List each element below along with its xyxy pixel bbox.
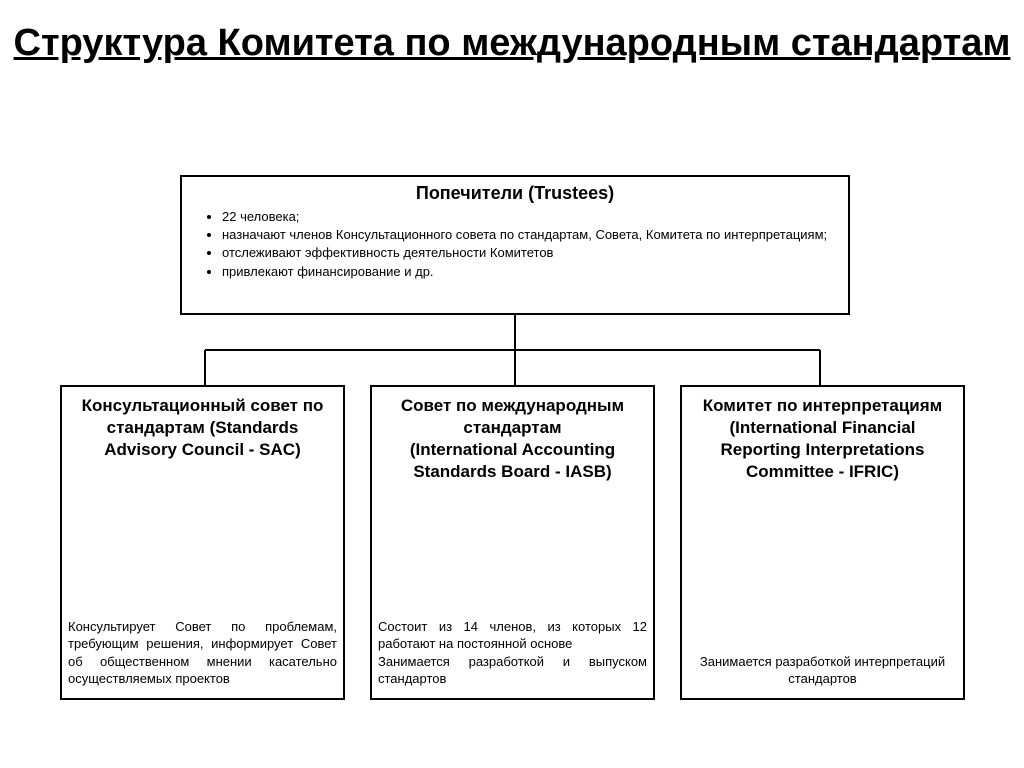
node-iasb-desc: Состоит из 14 членов, из которых 12 рабо… (378, 618, 647, 688)
node-iasb-title: Совет по международным стандартам(Intern… (382, 395, 643, 483)
org-chart-page: Структура Комитета по международным стан… (0, 0, 1024, 768)
node-trustees-bullets: 22 человека; назначают членов Консультац… (196, 208, 834, 281)
trustees-bullet: отслеживают эффективность деятельности К… (222, 244, 834, 262)
node-ifric-desc: Занимается разработкой интерпретаций ста… (688, 653, 957, 688)
node-trustees: Попечители (Trustees) 22 человека; назна… (180, 175, 850, 315)
node-ifric: Комитет по интерпретациям (International… (680, 385, 965, 700)
page-title: Структура Комитета по международным стан… (0, 20, 1024, 68)
node-sac-title: Консультационный совет по стандартам (St… (72, 395, 333, 461)
node-sac-desc: Консультирует Совет по проблемам, требую… (68, 618, 337, 688)
node-sac: Консультационный совет по стандартам (St… (60, 385, 345, 700)
trustees-bullet: назначают членов Консультационного совет… (222, 226, 834, 244)
node-ifric-title: Комитет по интерпретациям (International… (692, 395, 953, 483)
trustees-bullet: привлекают финансирование и др. (222, 263, 834, 281)
node-trustees-title: Попечители (Trustees) (196, 183, 834, 204)
node-iasb: Совет по международным стандартам(Intern… (370, 385, 655, 700)
trustees-bullet: 22 человека; (222, 208, 834, 226)
